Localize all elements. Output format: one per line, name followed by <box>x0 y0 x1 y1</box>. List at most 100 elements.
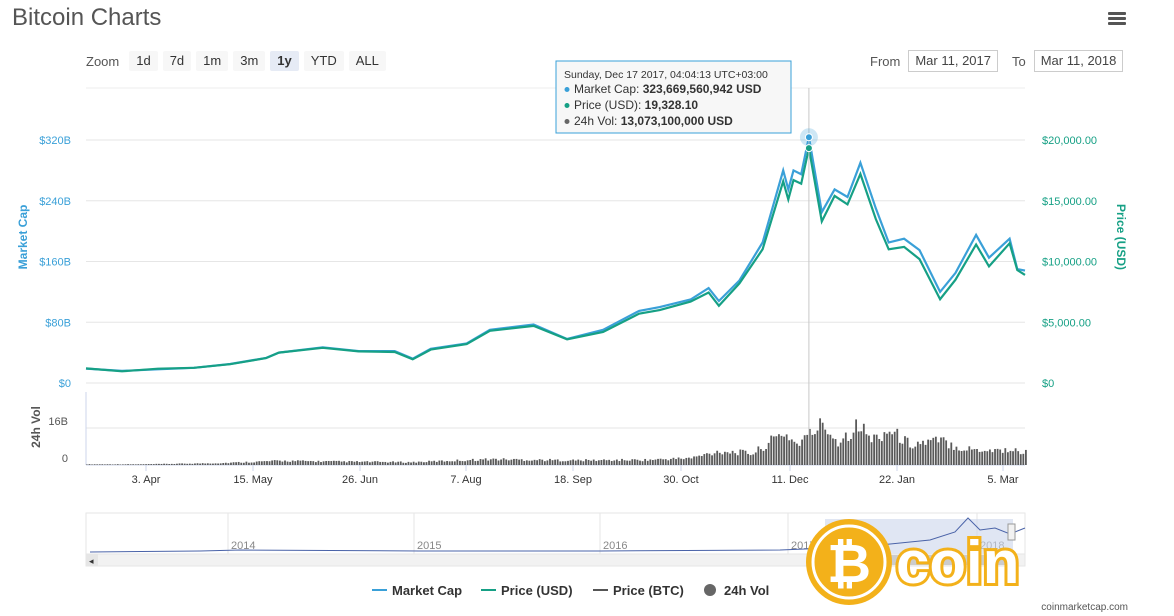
volume-bar <box>441 460 443 465</box>
volume-bar <box>330 461 333 465</box>
volume-bar <box>721 454 724 465</box>
volume-bar <box>551 460 554 465</box>
volume-bar <box>356 461 358 465</box>
volume-bar <box>862 423 865 465</box>
volume-bar <box>232 462 235 465</box>
to-date-input[interactable]: Mar 11, 2018 <box>1033 50 1124 72</box>
volume-bar <box>603 459 605 465</box>
volume-bar <box>343 461 346 465</box>
zoom-label: Zoom <box>86 53 120 69</box>
x-tick-label: 15. May <box>233 474 273 486</box>
zoom-button-7d[interactable]: 7d <box>162 51 192 71</box>
volume-bar <box>587 459 590 465</box>
zoom-button-1y[interactable]: 1y <box>270 51 299 71</box>
volume-bar <box>626 460 629 465</box>
volume-bar <box>901 443 904 465</box>
volume-bar <box>906 437 909 465</box>
volume-bar <box>116 464 119 465</box>
zoom-button-3m[interactable]: 3m <box>233 51 266 71</box>
volume-bar <box>340 461 343 465</box>
market-cap-marker <box>804 133 813 142</box>
hamburger-menu-icon[interactable] <box>1108 12 1126 26</box>
volume-bar <box>368 462 371 465</box>
zoom-button-1d[interactable]: 1d <box>129 51 158 71</box>
volume-bar <box>399 461 402 465</box>
legend-item[interactable]: Market Cap <box>372 583 462 598</box>
volume-bar <box>711 455 713 465</box>
volume-bar <box>832 438 834 465</box>
volume-bar <box>466 460 469 465</box>
zoom-button-ytd[interactable]: YTD <box>303 51 344 71</box>
y-right-tick-label: $10,000.00 <box>1042 257 1097 269</box>
volume-bar <box>199 463 201 465</box>
volume-bar <box>873 434 876 465</box>
y-left-tick-label: $160B <box>39 257 71 269</box>
volume-bar <box>760 449 762 465</box>
volume-bar <box>173 463 176 465</box>
volume-bar <box>538 459 541 465</box>
volume-bar <box>345 462 348 465</box>
volume-bar <box>477 460 479 465</box>
volume-bar <box>335 460 338 465</box>
volume-bar <box>181 463 183 465</box>
chart-grid <box>85 87 1025 466</box>
zoom-button-1m[interactable]: 1m <box>196 51 229 71</box>
legend-item[interactable]: Price (BTC) <box>593 583 684 598</box>
volume-bar <box>289 461 292 465</box>
bitcoin-symbol-icon: ₿ <box>827 534 871 594</box>
volume-bar <box>438 460 441 465</box>
volume-bar <box>219 463 222 465</box>
volume-bar <box>803 435 806 465</box>
y-right-axis-title: Price (USD) <box>1114 204 1128 270</box>
volume-bar <box>482 459 484 465</box>
volume-bar <box>227 463 230 465</box>
volume-bar <box>608 459 611 465</box>
volume-bar <box>793 441 796 465</box>
volume-bar <box>129 464 132 465</box>
volume-bar <box>1022 453 1025 465</box>
volume-bar <box>492 458 495 465</box>
volume-bar <box>525 460 528 465</box>
y-left-tick-label: $240B <box>39 196 71 208</box>
volume-bar <box>132 464 135 465</box>
legend-item[interactable]: Price (USD) <box>481 583 573 598</box>
volume-bar <box>788 440 791 465</box>
volume-bar <box>371 461 374 465</box>
tooltip-date: Sunday, Dec 17 2017, 04:04:13 UTC+03:00 <box>564 69 768 81</box>
volume-bar <box>651 460 654 465</box>
volume-bar <box>875 434 878 465</box>
volume-bar <box>754 452 757 465</box>
volume-bar <box>633 459 636 465</box>
volume-bar <box>206 463 209 465</box>
volume-bar <box>556 459 559 465</box>
y-right-tick-label: $20,000.00 <box>1042 135 1097 147</box>
volume-bar <box>147 464 150 465</box>
volume-bar <box>448 461 451 465</box>
volume-bar <box>412 461 415 465</box>
volume-bar <box>291 460 294 465</box>
volume-bar <box>747 453 749 465</box>
x-tick-label: 18. Sep <box>554 474 592 486</box>
volume-bar <box>114 464 117 465</box>
y-right-tick-label: $0 <box>1042 378 1054 390</box>
zoom-button-all[interactable]: ALL <box>348 51 386 71</box>
volume-bar <box>865 434 868 465</box>
volume-bar <box>145 464 147 465</box>
volume-bar <box>309 460 312 465</box>
volume-bar <box>659 458 662 465</box>
volume-bar <box>814 434 816 465</box>
y-right-tick-label: $5,000.00 <box>1042 317 1091 329</box>
volume-bar <box>150 464 153 465</box>
volume-bar <box>296 460 299 465</box>
volume-bar <box>160 463 163 465</box>
volume-bar <box>883 432 886 465</box>
volume-bar <box>582 461 585 465</box>
volume-bar <box>736 455 739 465</box>
legend-item[interactable]: 24h Vol <box>704 583 769 598</box>
volume-bar <box>700 456 703 465</box>
from-date-input[interactable]: Mar 11, 2017 <box>908 50 998 72</box>
volume-bar <box>484 458 487 465</box>
volume-bar <box>183 463 186 465</box>
volume-bar <box>549 458 551 465</box>
